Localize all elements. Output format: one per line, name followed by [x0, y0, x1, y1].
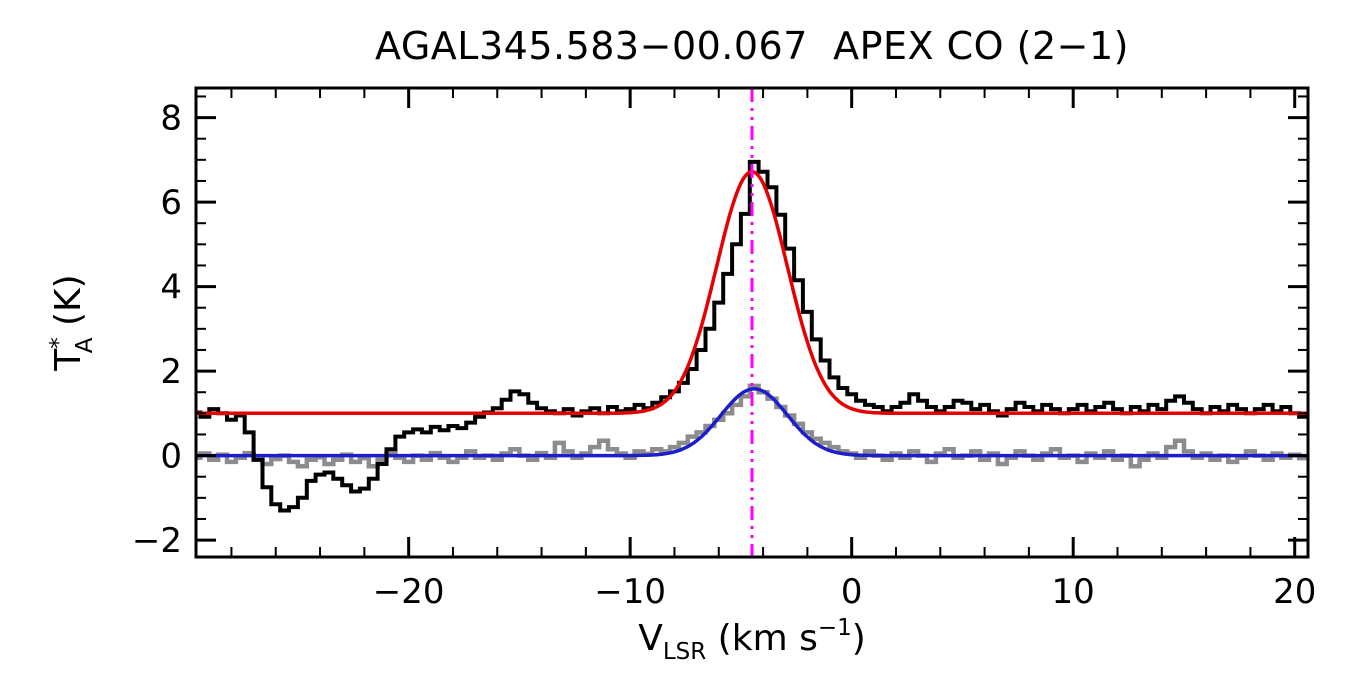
x-tick-label: −20 — [373, 572, 445, 612]
gaussian-fit-blue — [196, 387, 1308, 458]
x-tick-label: 0 — [841, 572, 863, 612]
y-tick-label: −2 — [132, 521, 182, 561]
chart-title: AGAL345.583−00.067 APEX CO (2−1) — [375, 24, 1129, 68]
y-tick-label: 8 — [160, 99, 182, 139]
x-axis-label: VLSR (km s−1) — [638, 615, 866, 665]
x-tick-label: −10 — [594, 572, 666, 612]
observed-spectrum-trace — [196, 159, 1308, 513]
y-tick-label: 0 — [160, 437, 182, 477]
y-tick-label: 6 — [160, 183, 182, 223]
y-tick-label: 4 — [160, 268, 182, 308]
y-tick-label: 2 — [160, 352, 182, 392]
plot-area — [196, 88, 1308, 557]
axes-frame — [194, 86, 1310, 559]
x-tick-label: 10 — [1052, 572, 1095, 612]
y-axis-label: T*A (K) — [46, 274, 98, 371]
x-tick-label: 20 — [1273, 572, 1316, 612]
